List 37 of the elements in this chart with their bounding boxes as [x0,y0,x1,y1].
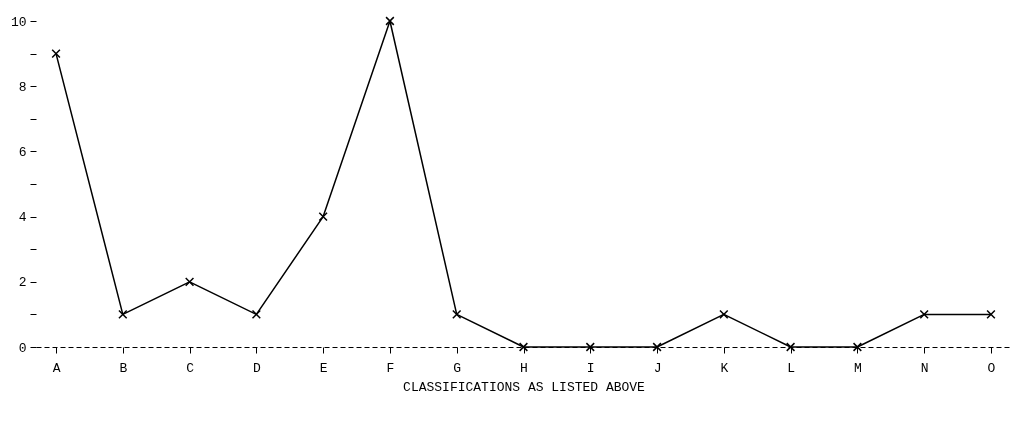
point [452,309,462,320]
x-tick-label: L [787,360,796,376]
point [184,277,195,287]
y-tick-label: 8 [18,79,27,95]
x-tick-label: H [520,360,528,376]
point [51,48,61,59]
point [518,342,529,352]
point [919,309,929,320]
x-tick-label: A [52,360,61,376]
x-tick-label: M [854,360,862,376]
x-tick-label: N [920,360,929,376]
x-tick-label: D [252,360,261,376]
y-tick-label: 0 [18,340,27,356]
y-tick-label: 4 [18,210,27,226]
point [318,211,328,222]
point [251,309,261,320]
x-tick-label: B [119,360,128,376]
point [118,309,128,320]
point [652,342,662,352]
point [852,342,863,352]
x-tick-label: F [386,360,395,376]
x-tick-label: K [720,360,729,376]
x-tick-label: G [453,360,462,376]
y-tick-label: 10 [10,14,27,30]
x-tick-label: I [586,360,595,376]
point [986,309,996,320]
point [585,342,595,352]
x-tick-label: J [653,360,662,376]
point [719,309,729,320]
x-tick-label: C [186,360,195,376]
y-tick-label: 6 [18,144,27,160]
x-tick-label: E [319,360,328,376]
point [385,16,395,26]
point [786,342,796,352]
y-tick-label: 2 [18,275,27,291]
x-axis-title: CLASSIFICATIONS AS LISTED ABOVE [403,379,646,395]
x-tick-label: O [987,360,996,376]
